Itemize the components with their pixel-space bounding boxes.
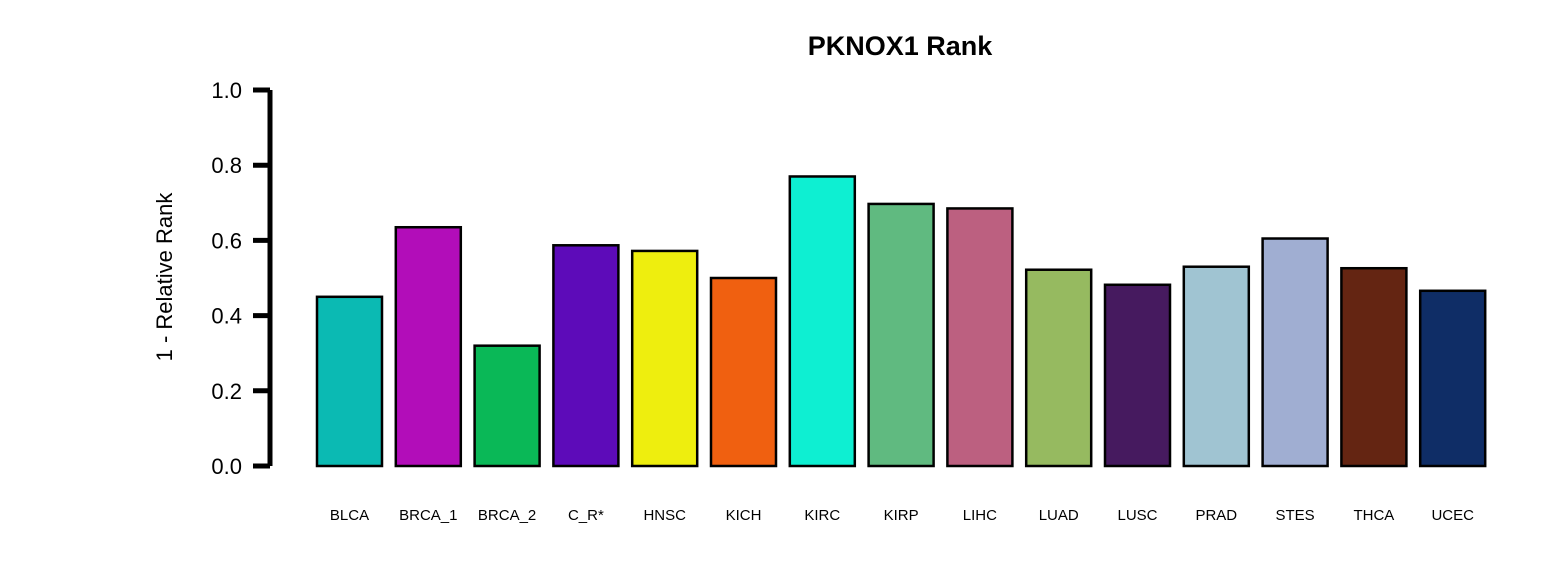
x-tick-label: KIRP [884, 507, 919, 524]
bar-kirp [869, 204, 934, 466]
bar-prad [1184, 267, 1249, 466]
y-axis-label: 1 - Relative Rank [152, 192, 177, 362]
x-tick-label: STES [1276, 507, 1315, 524]
bar-blca [317, 297, 382, 466]
x-tick-label: KIRC [804, 507, 840, 524]
y-tick-label: 1.0 [211, 78, 242, 103]
x-tick-label: PRAD [1195, 507, 1237, 524]
x-tick-label: LUSC [1117, 507, 1157, 524]
bar-thca [1341, 268, 1406, 466]
bar-brca-2 [475, 346, 540, 466]
x-tick-label: BLCA [330, 507, 369, 524]
x-tick-label: LUAD [1039, 507, 1079, 524]
x-tick-label: UCEC [1431, 507, 1474, 524]
y-axis: 0.0 0.2 0.4 0.6 0.8 1.0 [211, 78, 270, 479]
bar-brca-1 [396, 227, 461, 466]
x-tick-label: LIHC [963, 507, 997, 524]
x-tick-label: THCA [1353, 507, 1394, 524]
bar-kich [711, 278, 776, 466]
bar-stes [1263, 239, 1328, 466]
y-tick-label: 0.4 [211, 304, 242, 329]
bar-kirc [790, 176, 855, 466]
x-tick-label: KICH [726, 507, 762, 524]
bar-ucec [1420, 291, 1485, 466]
y-tick-label: 0.2 [211, 379, 242, 404]
y-tick-label: 0.6 [211, 228, 242, 253]
bar-luad [1026, 270, 1091, 466]
x-tick-labels: BLCA BRCA_1 BRCA_2 C_R* HNSC KICH KIRC KIRP LIHC… [330, 507, 1474, 524]
x-tick-label: BRCA_1 [399, 507, 457, 524]
bar-hnsc [632, 251, 697, 466]
x-tick-label: HNSC [643, 507, 686, 524]
bar-lihc [947, 208, 1012, 466]
bar-lusc [1105, 285, 1170, 466]
x-tick-label: C_R* [568, 507, 604, 524]
chart-title: PKNOX1 Rank [808, 31, 994, 61]
y-tick-label: 0.0 [211, 454, 242, 479]
x-tick-label: BRCA_2 [478, 507, 536, 524]
bar-c-r [553, 245, 618, 466]
bars-group [317, 176, 1485, 466]
y-tick-label: 0.8 [211, 153, 242, 178]
